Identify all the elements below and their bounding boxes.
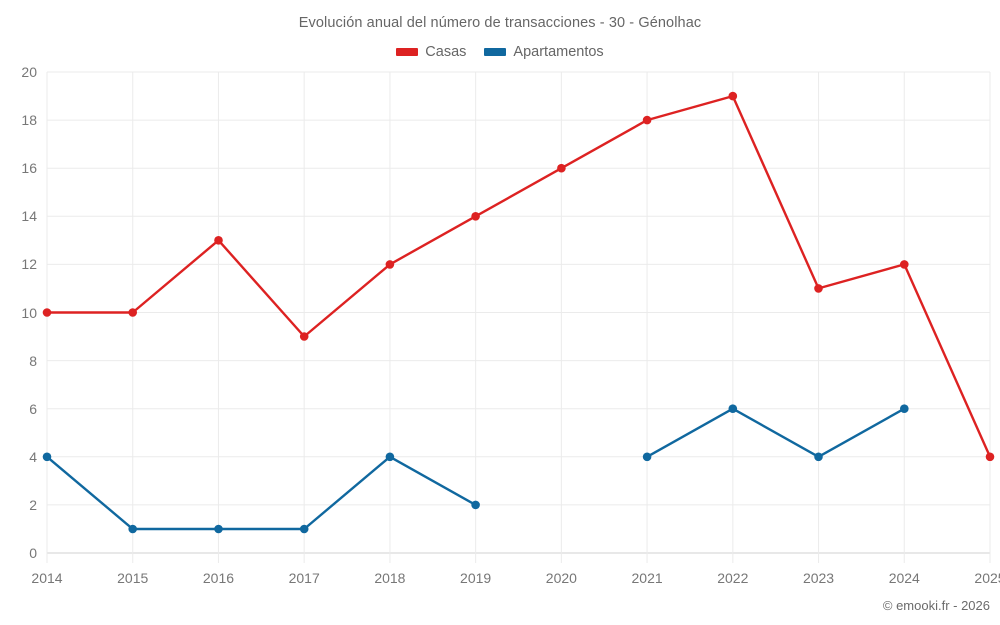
x-axis-tick-label: 2019: [460, 570, 492, 586]
y-axis-tick-label: 16: [21, 160, 37, 177]
data-point-apartamentos[interactable]: [728, 404, 738, 414]
x-axis-tick-label: 2025: [974, 570, 1000, 586]
y-axis-tick-label: 10: [21, 304, 37, 321]
data-point-apartamentos[interactable]: [42, 452, 52, 462]
data-point-apartamentos[interactable]: [299, 524, 309, 534]
x-axis-tick-label: 2024: [888, 570, 920, 586]
data-point-casas[interactable]: [128, 308, 137, 317]
copyright-credit: © emooki.fr - 2026: [882, 598, 990, 613]
data-point-apartamentos[interactable]: [214, 524, 223, 534]
chart-title: Evolución anual del número de transaccio…: [298, 15, 702, 31]
legend-item-casas[interactable]: Casas: [396, 44, 466, 60]
x-axis-tick-label: 2021: [631, 570, 663, 586]
y-axis-tick-label: 12: [21, 256, 37, 273]
y-axis-tick-label: 14: [21, 208, 37, 225]
data-point-casas[interactable]: [42, 308, 52, 317]
y-axis-tick-label: 20: [21, 64, 37, 80]
x-axis-tick-label: 2017: [288, 570, 320, 586]
data-point-casas[interactable]: [642, 115, 652, 125]
data-point-casas[interactable]: [728, 91, 738, 101]
series-line-casas: [45, 94, 992, 458]
y-axis-tick-label: 0: [29, 545, 37, 561]
data-point-casas[interactable]: [214, 236, 223, 245]
y-axis-tick-label: 8: [29, 352, 37, 369]
x-axis-tick-label: 2014: [31, 570, 63, 586]
x-axis-tick-label: 2023: [802, 570, 835, 586]
x-axis-tick-label: 2018: [374, 570, 406, 586]
y-axis-tick-label: 18: [21, 112, 37, 129]
data-point-apartamentos[interactable]: [900, 404, 909, 414]
data-point-casas[interactable]: [900, 260, 909, 269]
series-line-apartamentos: [645, 407, 906, 458]
y-axis-tick-label: 4: [29, 448, 37, 465]
data-point-casas[interactable]: [814, 284, 823, 293]
data-point-casas[interactable]: [471, 212, 480, 221]
data-point-casas[interactable]: [985, 452, 995, 462]
data-point-casas[interactable]: [385, 260, 395, 269]
x-axis-tick-label: 2020: [545, 570, 577, 586]
legend-item-label: Casas: [425, 44, 467, 60]
legend-item-label: Apartamentos: [513, 44, 604, 60]
legend-item-apartamentos[interactable]: Apartamentos: [484, 44, 604, 60]
data-point-casas[interactable]: [557, 163, 566, 173]
y-axis-tick-label: 6: [29, 400, 37, 417]
x-axis-tick-label: 2016: [202, 570, 235, 586]
data-point-apartamentos[interactable]: [814, 452, 823, 462]
x-axis-tick-label: 2022: [717, 570, 749, 586]
data-point-apartamentos[interactable]: [128, 524, 137, 534]
chart-legend: Casas Apartamentos: [0, 44, 1000, 60]
x-axis-tick-label: 2015: [117, 570, 149, 586]
y-axis-tick-label: 2: [29, 496, 37, 513]
legend-swatch-icon: [484, 48, 507, 56]
data-point-apartamentos[interactable]: [642, 452, 652, 462]
legend-swatch-icon: [396, 48, 419, 56]
series-line-apartamentos: [45, 455, 477, 531]
data-point-apartamentos[interactable]: [471, 500, 480, 510]
data-point-apartamentos[interactable]: [385, 452, 395, 462]
data-point-casas[interactable]: [299, 332, 309, 341]
